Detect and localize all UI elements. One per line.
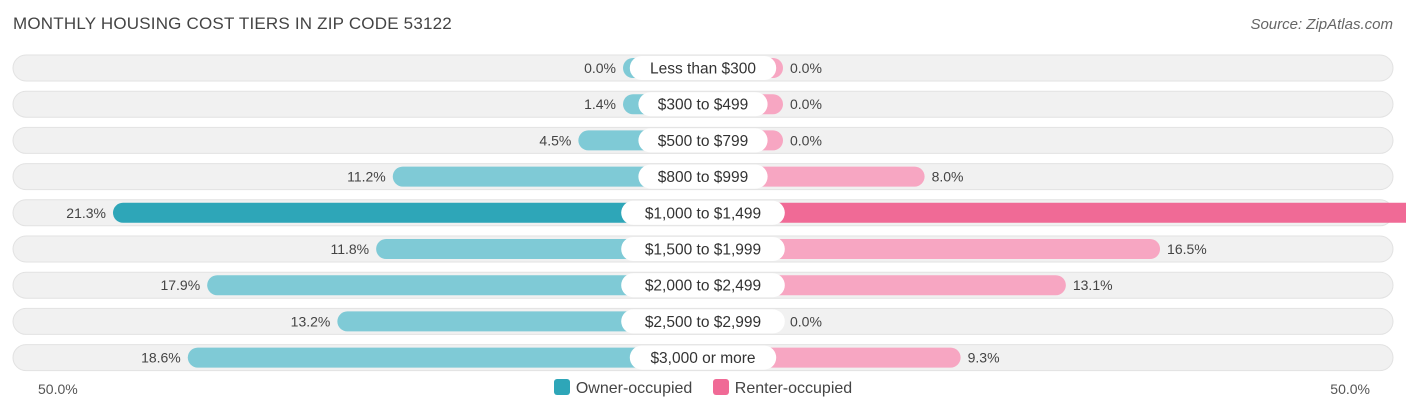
legend-item-renter: Renter-occupied (712, 379, 853, 398)
renter-value-label: 8.0% (932, 169, 964, 185)
category-pill (621, 237, 785, 261)
legend-item-owner: Owner-occupied (553, 379, 693, 398)
category-label: $2,500 to $2,999 (645, 314, 761, 331)
category-label: Less than $300 (650, 61, 756, 78)
owner-value-label: 13.2% (291, 313, 331, 329)
legend-label-owner: Owner-occupied (575, 380, 693, 397)
category-pill (629, 345, 777, 370)
category-label: $2,000 to $2,499 (645, 278, 761, 295)
category-label: $800 to $999 (658, 169, 749, 186)
renter-bar (693, 275, 1066, 296)
category-label: $500 to $799 (658, 133, 749, 150)
category-pill (621, 309, 785, 334)
renter-value-label: 0.0% (790, 313, 822, 329)
legend-swatch-renter (712, 379, 729, 395)
renter-value-label: 0.0% (790, 96, 822, 112)
owner-value-label: 0.0% (584, 60, 616, 76)
owner-value-label: 4.5% (539, 132, 571, 148)
owner-value-label: 11.8% (330, 241, 369, 257)
owner-bar (337, 311, 713, 332)
renter-value-label: 13.1% (1073, 277, 1113, 293)
category-pill (638, 92, 768, 117)
source-note: Source: ZipAtlas.com (1250, 16, 1393, 33)
category-label: $1,500 to $1,999 (645, 242, 761, 259)
owner-value-label: 1.4% (584, 96, 616, 112)
owner-value-label: 18.6% (141, 350, 181, 366)
renter-value-label: 0.0% (790, 60, 822, 76)
category-pill (621, 200, 785, 225)
axis-left-label: 50.0% (38, 381, 78, 397)
renter-value-label: 0.0% (790, 132, 822, 148)
owner-bar (112, 202, 714, 223)
legend: Owner-occupied Renter-occupied (0, 379, 1406, 398)
legend-label-renter: Renter-occupied (734, 380, 853, 397)
renter-value-label: 16.5% (1167, 241, 1207, 257)
category-label: $1,000 to $1,499 (645, 205, 761, 222)
category-pill (629, 56, 777, 80)
renter-bar (693, 239, 1161, 259)
renter-value-label: 9.3% (968, 350, 1000, 366)
axis-right-label: 50.0% (1330, 381, 1370, 397)
chart-title: MONTHLY HOUSING COST TIERS IN ZIP CODE 5… (13, 14, 452, 33)
owner-value-label: 11.2% (347, 169, 386, 185)
category-pill (638, 128, 768, 153)
category-label: $3,000 or more (650, 350, 755, 367)
renter-bar (693, 202, 1406, 223)
owner-bar (187, 347, 713, 368)
owner-value-label: 17.9% (160, 277, 200, 293)
category-pill (621, 273, 785, 298)
legend-swatch-owner (553, 379, 570, 395)
owner-bar (207, 275, 714, 296)
category-label: $300 to $499 (658, 97, 749, 114)
owner-bar (392, 166, 713, 187)
owner-value-label: 21.3% (66, 205, 106, 221)
category-pill (638, 164, 768, 189)
